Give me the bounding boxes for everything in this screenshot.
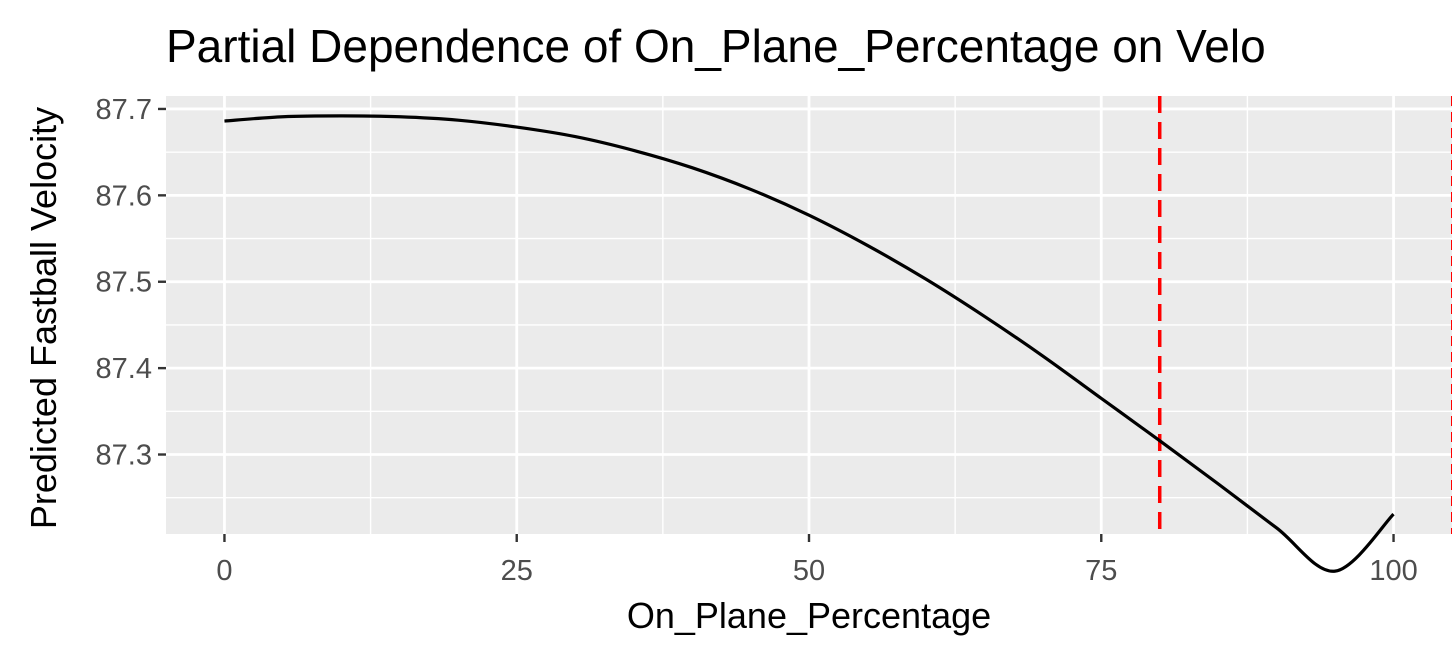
y-tick-label: 87.3 xyxy=(96,440,152,472)
x-tick-label: 0 xyxy=(216,555,232,587)
y-axis-title: Predicted Fastball Velocity xyxy=(23,107,64,529)
y-tick-label: 87.7 xyxy=(96,94,152,126)
x-axis-title: On_Plane_Percentage xyxy=(627,595,991,636)
x-tick-label: 50 xyxy=(793,555,825,587)
y-tick-label: 87.6 xyxy=(96,180,152,212)
pdp-line xyxy=(224,114,1395,573)
x-tick-label: 100 xyxy=(1369,555,1417,587)
y-tick-label: 87.5 xyxy=(96,267,152,299)
x-axis-ticks: 0 25 50 75 100 xyxy=(216,534,1418,587)
x-tick-label: 25 xyxy=(501,555,533,587)
y-tick-label: 87.4 xyxy=(96,353,152,385)
chart-title: Partial Dependence of On_Plane_Percentag… xyxy=(166,20,1266,72)
series-layer xyxy=(224,114,1395,573)
major-gridlines xyxy=(166,96,1452,534)
x-tick-label: 75 xyxy=(1085,555,1117,587)
y-axis-ticks: 87.3 87.4 87.5 87.6 87.7 xyxy=(96,94,166,472)
reference-lines xyxy=(1157,96,1452,534)
